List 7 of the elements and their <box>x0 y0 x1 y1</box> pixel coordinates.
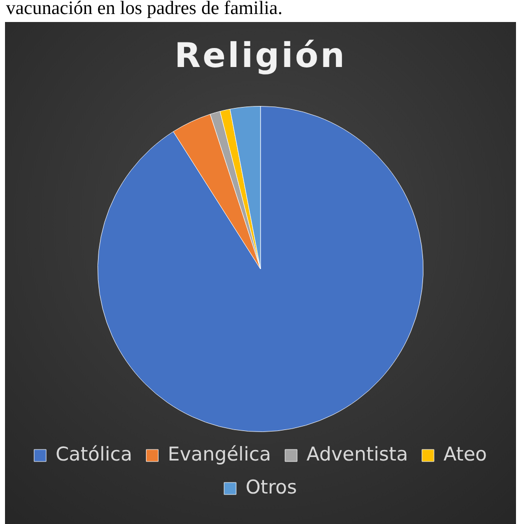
legend-label: Otros <box>246 476 297 498</box>
legend-label: Católica <box>56 443 132 466</box>
text: vacunación en los padres de familia. <box>6 0 282 20</box>
chart-title: Religión <box>173 36 348 76</box>
legend-label: Adventista <box>306 443 408 466</box>
legend-label: Ateo <box>443 443 487 466</box>
legend-label: Evangélica <box>168 443 272 466</box>
